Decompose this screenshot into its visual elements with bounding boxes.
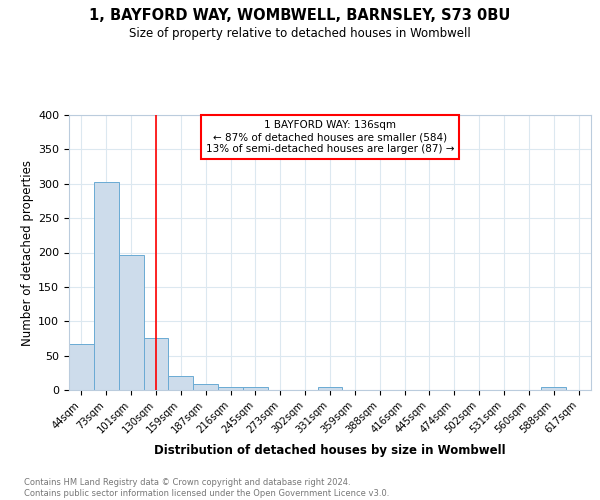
Bar <box>317 386 343 390</box>
X-axis label: Distribution of detached houses by size in Wombwell: Distribution of detached houses by size … <box>154 444 506 456</box>
Bar <box>193 384 218 390</box>
Text: 1 BAYFORD WAY: 136sqm
← 87% of detached houses are smaller (584)
13% of semi-det: 1 BAYFORD WAY: 136sqm ← 87% of detached … <box>206 120 454 154</box>
Bar <box>143 338 169 390</box>
Bar <box>69 344 94 390</box>
Text: 1, BAYFORD WAY, WOMBWELL, BARNSLEY, S73 0BU: 1, BAYFORD WAY, WOMBWELL, BARNSLEY, S73 … <box>89 8 511 22</box>
Bar <box>541 387 566 390</box>
Bar <box>169 376 193 390</box>
Bar <box>218 386 243 390</box>
Text: Contains HM Land Registry data © Crown copyright and database right 2024.
Contai: Contains HM Land Registry data © Crown c… <box>24 478 389 498</box>
Y-axis label: Number of detached properties: Number of detached properties <box>21 160 34 346</box>
Bar <box>94 182 119 390</box>
Bar <box>119 254 143 390</box>
Text: Size of property relative to detached houses in Wombwell: Size of property relative to detached ho… <box>129 28 471 40</box>
Bar <box>243 386 268 390</box>
